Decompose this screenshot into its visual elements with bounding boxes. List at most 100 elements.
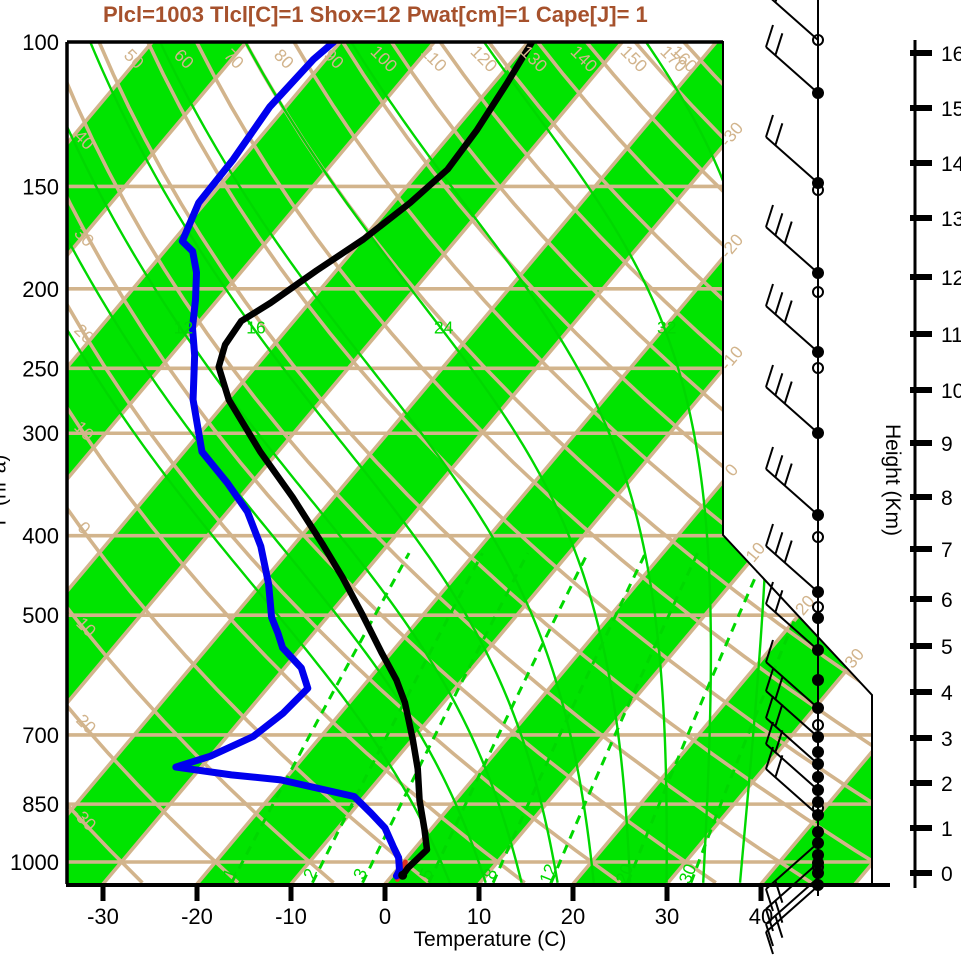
height-tick-label: 14 [941,153,961,176]
wind-level-dot [812,702,824,714]
mixing-ratio-line [230,552,411,884]
wind-level-dot [812,731,824,743]
wind-level-dot [812,674,824,686]
height-tick-label: 5 [941,636,953,659]
height-tick-label: 2 [941,773,953,796]
wind-level-circle [812,531,824,543]
moist-adiabat-line [483,42,713,883]
wind-barb-tick [774,880,784,904]
wind-barb-tick [774,212,784,236]
pressure-tick-label: 850 [22,792,59,817]
wind-barb-shaft [765,305,819,353]
moist-adiabat-label: 16 [246,318,265,338]
wind-level-circle [812,719,824,731]
wind-level-circle [812,601,824,613]
wind-level-dot [812,509,824,521]
wind-barb-tick [774,729,784,753]
wind-barb-tick [774,754,784,778]
wind-barb-shaft [771,0,819,41]
dry-adiabat-label: 80 [270,45,298,73]
wind-level-dot [812,826,824,838]
height-tick-label: 1 [941,818,953,841]
dry-adiabat-line [292,42,872,884]
wind-barb-shaft [765,226,819,274]
dewpoint-curve [172,42,403,880]
wind-barb-tick [765,695,774,719]
height-tick-label: 15 [941,98,961,121]
wind-barb-tick [765,204,774,228]
wind-level-dot [812,837,824,849]
dry-adiabat-line [67,42,335,884]
height-axis-label: Height (Km) [881,423,905,537]
isotherm-line [101,42,812,884]
dry-adiabat-line [487,42,872,884]
moist-adiabat-line [89,42,559,883]
temperature-ticks: -30 -20 -10 0 10 20 30 40 [87,887,773,929]
pressure-tick-label: 100 [22,30,59,55]
wind-barb-shaft [765,661,819,709]
wind-barb-tick [765,523,774,547]
wind-barb-shaft [765,46,819,94]
temperature-curve [215,42,536,879]
height-tick-label: 3 [941,728,953,751]
pressure-axis-label: P (hPa) [0,454,11,526]
dry-adiabat-line [67,42,622,884]
wind-barb-tick [783,381,793,404]
wind-barb-tick [774,676,784,700]
dry-adiabat-line [97,42,872,884]
green-band [761,42,872,884]
pressure-tick-label: 1000 [10,850,59,875]
wind-level-dot [812,427,824,439]
chart-title: Plcl=1003 Tlcl[C]=1 Shox=12 Pwat[cm]=1 C… [103,2,648,27]
height-tick-label: 7 [941,539,953,562]
mixing-ratio-label: 3 [349,865,371,882]
wind-level-circle [812,34,824,46]
dry-adiabat-line [146,42,872,884]
pressure-tick-label: 250 [22,356,59,381]
dry-adiabat-line [584,42,872,884]
isotherm-line [67,42,436,884]
wind-level-dot [812,784,824,796]
wind-level-dot [812,758,824,770]
isotherm-line [67,42,248,884]
moist-adiabat-line [67,42,523,884]
wind-level-circle [812,184,824,196]
wind-barb-shaft [765,545,819,593]
wind-level-dot [812,879,824,891]
wind-barb-tick [765,888,774,912]
height-tick-label: 10 [941,380,961,403]
temperature-tick-label: -10 [275,904,307,929]
wind-barb-tick [774,531,784,555]
dry-adiabat-line [67,42,526,884]
dry-adiabat-line [194,42,872,884]
pressure-tick-label: 300 [22,421,59,446]
wind-level-dot [812,644,824,656]
mixing-ratio-line [311,552,484,884]
moist-adiabat-line [350,42,668,883]
moist-adiabat-line [244,42,632,883]
dry-adiabat-line [67,42,431,884]
pressure-tick-label: 500 [22,603,59,628]
pressure-tick-label: 200 [22,277,59,302]
dry-adiabat-label: 120 [467,41,502,76]
temperature-axis-label: Temperature (C) [413,928,567,951]
temperature-tick-label: 20 [561,904,585,929]
dry-adiabat-line [67,42,717,884]
wind-barb-tick [765,24,774,48]
temperature-tick-label: -20 [181,904,213,929]
dry-adiabat-line [341,42,872,884]
isotherm-line [289,42,872,884]
wind-barb-tick [765,283,774,307]
wind-barb-tick [774,122,784,146]
dry-adiabat-label: 150 [617,41,652,76]
temperature-tick-label: 0 [379,904,391,929]
temperature-tick-label: 30 [655,904,679,929]
wind-barb-tick [774,372,784,396]
moist-adiabat-label: 24 [434,318,454,338]
wind-barb-tick [765,668,774,692]
wind-barb-tick [774,0,778,3]
wind-barb-tick [774,589,784,613]
mixing-ratio-line [549,552,699,884]
